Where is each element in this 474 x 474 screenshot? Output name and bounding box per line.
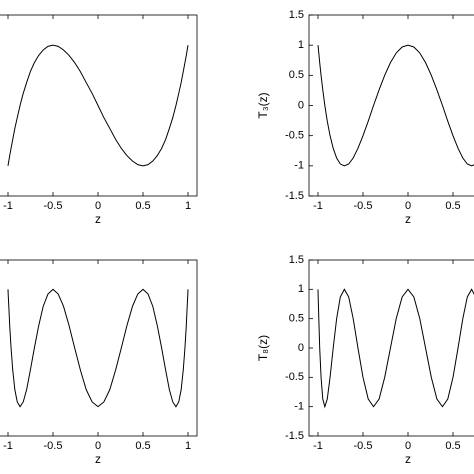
y-tick-label: -0.5 xyxy=(285,130,304,142)
x-tick-label: 0 xyxy=(95,200,101,212)
plot-frame xyxy=(308,14,474,197)
x-tick-label: 0 xyxy=(95,440,101,452)
plot-frame xyxy=(308,259,474,437)
x-axis-label: z xyxy=(405,452,411,466)
x-tick-label: 0 xyxy=(405,200,411,212)
curve xyxy=(317,288,474,409)
x-tick-label: 0 xyxy=(405,440,411,452)
y-tick-label: 1.5 xyxy=(289,9,304,21)
curve xyxy=(317,44,474,167)
y-tick-label: 1 xyxy=(298,39,304,51)
x-tick-label: -0.5 xyxy=(44,200,63,212)
y-tick-label: 0.5 xyxy=(289,69,304,81)
x-tick-label: -1 xyxy=(313,440,323,452)
x-tick-label: -0.5 xyxy=(354,440,373,452)
x-tick-label: 1 xyxy=(185,440,191,452)
y-tick-label: -1.5 xyxy=(285,430,304,442)
x-tick-label: -1 xyxy=(3,200,13,212)
y-tick-label: 1.5 xyxy=(289,254,304,266)
y-tick-label: 0 xyxy=(298,99,304,111)
curve xyxy=(7,44,189,167)
y-tick-label: 0 xyxy=(298,342,304,354)
plot-frame xyxy=(0,259,198,437)
y-axis-label: T₈(z) xyxy=(256,335,270,361)
y-axis-label: T₃(z) xyxy=(256,92,270,118)
x-tick-label: 1 xyxy=(185,200,191,212)
curve xyxy=(7,288,189,408)
y-tick-label: 0.5 xyxy=(289,313,304,325)
y-tick-label: -1 xyxy=(294,401,304,413)
x-tick-label: -0.5 xyxy=(44,440,63,452)
x-tick-label: 0.5 xyxy=(445,200,460,212)
x-axis-label: z xyxy=(95,452,101,466)
x-tick-label: 0.5 xyxy=(135,440,150,452)
x-tick-label: -0.5 xyxy=(354,200,373,212)
y-tick-label: -1.5 xyxy=(285,190,304,202)
x-axis-label: z xyxy=(405,212,411,226)
x-tick-label: 0.5 xyxy=(135,200,150,212)
y-tick-label: -1 xyxy=(294,160,304,172)
y-tick-label: 1 xyxy=(298,283,304,295)
x-tick-label: 0.5 xyxy=(445,440,460,452)
y-tick-label: -0.5 xyxy=(285,371,304,383)
x-tick-label: -1 xyxy=(3,440,13,452)
x-tick-label: -1 xyxy=(313,200,323,212)
x-axis-label: z xyxy=(95,212,101,226)
